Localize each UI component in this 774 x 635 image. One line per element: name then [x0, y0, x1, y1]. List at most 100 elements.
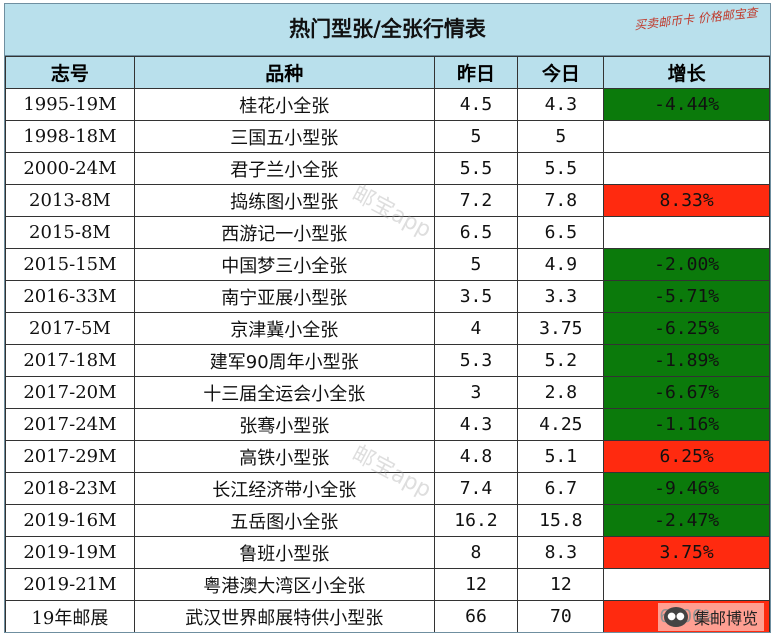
change-cell: -4.44%	[603, 88, 770, 121]
change-cell: 8.33%	[603, 184, 770, 217]
header-yesterday: 昨日	[433, 56, 519, 89]
yesterday-cell: 4.8	[433, 440, 519, 473]
today-cell: 6.7	[517, 472, 605, 505]
change-cell	[603, 152, 770, 185]
today-cell: 6.5	[517, 216, 605, 249]
yesterday-cell: 8	[433, 536, 519, 569]
yesterday-cell: 5.5	[433, 152, 519, 185]
name-cell: 十三届全运会小全张	[133, 376, 435, 409]
today-cell: 4.3	[517, 88, 605, 121]
table-row: 2019-21M 粤港澳大湾区小全张 12 12	[5, 568, 770, 601]
title-text: 热门型张/全张行情表	[289, 17, 486, 41]
yesterday-cell: 4.5	[433, 88, 519, 121]
change-cell: 6.25%	[603, 440, 770, 473]
name-cell: 五岳图小全张	[133, 504, 435, 537]
change-cell: -5.71%	[603, 280, 770, 313]
name-cell: 南宁亚展小型张	[133, 280, 435, 313]
table-title: 热门型张/全张行情表	[5, 4, 770, 56]
change-cell: -1.89%	[603, 344, 770, 377]
price-table-frame: 热门型张/全张行情表 买卖邮币卡 价格邮宝查 志号 品种 昨日 今日 增长 19…	[4, 3, 771, 633]
code-cell: 2017-18M	[5, 344, 135, 377]
code-cell: 2018-23M	[5, 472, 135, 505]
yesterday-cell: 16.2	[433, 504, 519, 537]
table-row: 2019-16M 五岳图小全张 16.2 15.8 -2.47%	[5, 504, 770, 537]
code-cell: 2019-16M	[5, 504, 135, 537]
change-cell: -6.67%	[603, 376, 770, 409]
code-cell: 2017-5M	[5, 312, 135, 345]
table-row: 2017-24M 张骞小型张 4.3 4.25 -1.16%	[5, 408, 770, 441]
name-cell: 鲁班小型张	[133, 536, 435, 569]
table-row: 2017-20M 十三届全运会小全张 3 2.8 -6.67%	[5, 376, 770, 409]
table-row: 2015-15M 中国梦三小全张 5 4.9 -2.00%	[5, 248, 770, 281]
table-row: 2018-23M 长江经济带小全张 7.4 6.7 -9.46%	[5, 472, 770, 505]
today-cell: 5	[517, 120, 605, 153]
code-cell: 2017-29M	[5, 440, 135, 473]
wechat-icon: ●●	[663, 607, 688, 627]
table-row: 2016-33M 南宁亚展小型张 3.5 3.3 -5.71%	[5, 280, 770, 313]
name-cell: 京津冀小全张	[133, 312, 435, 345]
yesterday-cell: 4	[433, 312, 519, 345]
today-cell: 3.3	[517, 280, 605, 313]
yesterday-cell: 5	[433, 248, 519, 281]
change-cell	[603, 216, 770, 249]
name-cell: 长江经济带小全张	[133, 472, 435, 505]
today-cell: 5.1	[517, 440, 605, 473]
table-row: 19年邮展武汉世界邮展特供小型张66706.06%	[5, 600, 770, 632]
change-cell: -2.47%	[603, 504, 770, 537]
yesterday-cell: 7.4	[433, 472, 519, 505]
today-cell: 4.25	[517, 408, 605, 441]
table-row: 1995-19M 桂花小全张 4.5 4.3 -4.44%	[5, 88, 770, 121]
code-cell: 2015-15M	[5, 248, 135, 281]
price-table: 志号 品种 昨日 今日 增长 1995-19M 桂花小全张 4.5 4.3 -4.44%…	[5, 56, 770, 632]
change-cell: 3.75%	[603, 536, 770, 569]
yesterday-cell: 3.5	[433, 280, 519, 313]
code-cell: 2015-8M	[5, 216, 135, 249]
today-cell: 3.75	[517, 312, 605, 345]
name-cell: 三国五小型张	[133, 120, 435, 153]
yesterday-cell: 4.3	[433, 408, 519, 441]
table-row: 2015-8M 西游记一小型张 6.5 6.5	[5, 216, 770, 249]
table-row: 2017-5M 京津冀小全张 4 3.75 -6.25%	[5, 312, 770, 345]
yesterday-cell: 12	[433, 568, 519, 601]
name-cell: 武汉世界邮展特供小型张	[133, 600, 435, 632]
change-cell: -6.25%	[603, 312, 770, 345]
change-cell	[603, 568, 770, 601]
today-cell: 5.5	[517, 152, 605, 185]
yesterday-cell: 5.3	[433, 344, 519, 377]
table-row: 2013-8M 捣练图小型张 7.2 7.8 8.33%	[5, 184, 770, 217]
today-cell: 4.9	[517, 248, 605, 281]
today-cell: 12	[517, 568, 605, 601]
today-cell: 2.8	[517, 376, 605, 409]
name-cell: 粤港澳大湾区小全张	[133, 568, 435, 601]
code-cell: 1998-18M	[5, 120, 135, 153]
header-name: 品种	[133, 56, 435, 89]
header-change: 增长	[603, 56, 770, 89]
name-cell: 中国梦三小全张	[133, 248, 435, 281]
header-code: 志号	[5, 56, 135, 89]
yesterday-cell: 66	[433, 600, 519, 632]
name-cell: 君子兰小全张	[133, 152, 435, 185]
name-cell: 高铁小型张	[133, 440, 435, 473]
source-badge: ●● 集邮博览	[657, 603, 764, 631]
change-cell: -2.00%	[603, 248, 770, 281]
code-cell: 2000-24M	[5, 152, 135, 185]
change-cell: -1.16%	[603, 408, 770, 441]
yesterday-cell: 5	[433, 120, 519, 153]
table-body: 1995-19M 桂花小全张 4.5 4.3 -4.44% 1998-18M 三国五小型张 5…	[5, 88, 770, 632]
code-cell: 2017-24M	[5, 408, 135, 441]
today-cell: 70	[517, 600, 605, 632]
today-cell: 15.8	[517, 504, 605, 537]
today-cell: 5.2	[517, 344, 605, 377]
header-row: 志号 品种 昨日 今日 增长	[5, 56, 770, 89]
code-cell: 1995-19M	[5, 88, 135, 121]
code-cell: 2019-21M	[5, 568, 135, 601]
table-row: 2000-24M 君子兰小全张 5.5 5.5	[5, 152, 770, 185]
today-cell: 7.8	[517, 184, 605, 217]
name-cell: 西游记一小型张	[133, 216, 435, 249]
change-cell	[603, 120, 770, 153]
name-cell: 建军90周年小型张	[133, 344, 435, 377]
name-cell: 桂花小全张	[133, 88, 435, 121]
yesterday-cell: 3	[433, 376, 519, 409]
badge-text: 集邮博览	[693, 609, 758, 628]
header-today: 今日	[517, 56, 605, 89]
